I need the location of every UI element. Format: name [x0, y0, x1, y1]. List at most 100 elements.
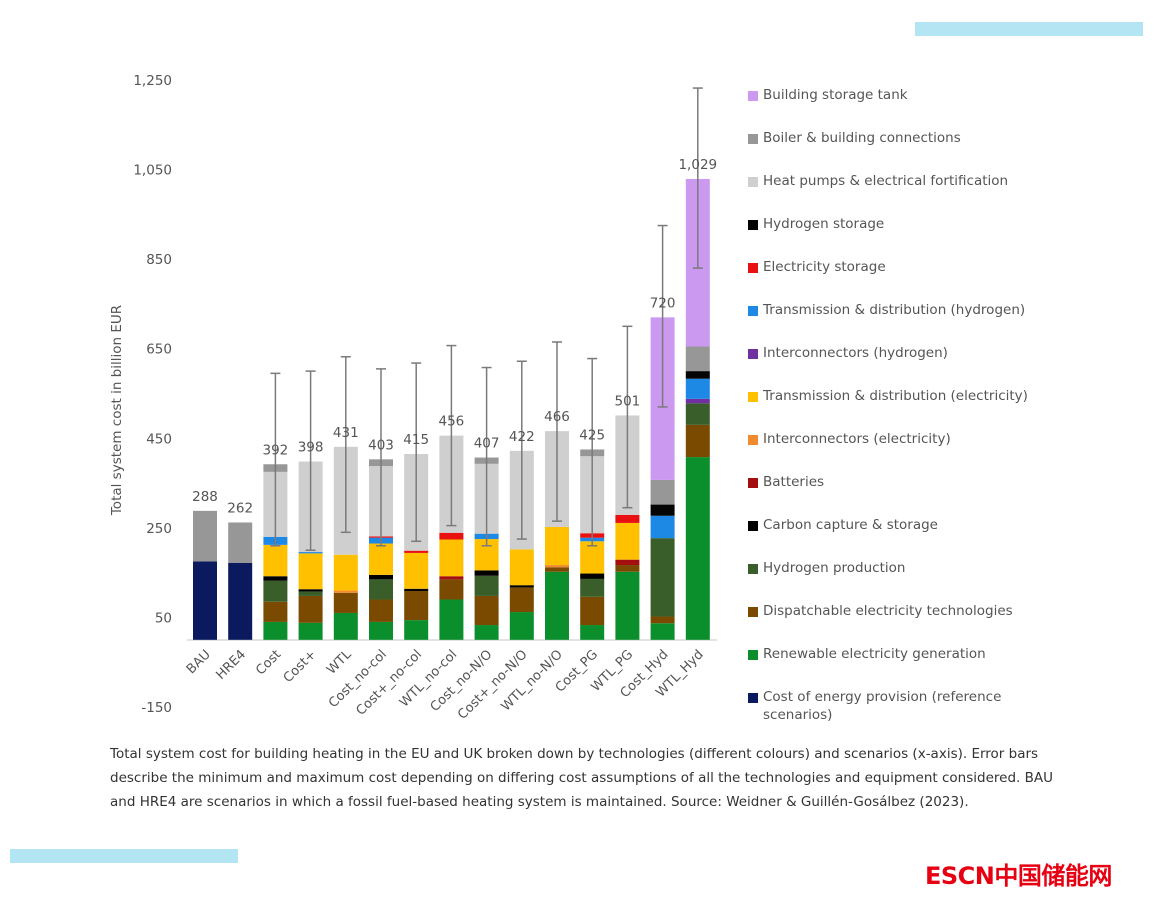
legend: Building storage tank Boiler & building c…	[748, 86, 1058, 731]
bar-segment	[685, 457, 710, 640]
bar-segment	[580, 541, 605, 574]
bar-segment	[439, 599, 464, 640]
legend-label: Cost of energy provision (reference scen…	[763, 689, 1002, 723]
bar-segment	[404, 552, 429, 589]
error-bar	[516, 360, 527, 540]
legend-item: Hydrogen storage	[748, 215, 1058, 258]
bar-segment	[509, 612, 534, 640]
total-value-label: 1,029	[678, 157, 717, 173]
legend-label: Transmission & distribution (hydrogen)	[763, 302, 1026, 318]
error-bar	[305, 370, 316, 551]
bar-segment	[685, 403, 710, 425]
bar-segment	[545, 565, 569, 568]
legend-item: Interconnectors (hydrogen)	[748, 344, 1058, 387]
legend-item: Renewable electricity generation	[748, 645, 1058, 688]
bar-segment	[298, 595, 323, 623]
bar-segment	[439, 532, 464, 540]
logo-latin: ESCN	[925, 862, 995, 890]
bar-segment	[545, 567, 569, 572]
bar-segment	[650, 515, 675, 539]
decorative-top-bar	[915, 22, 1143, 36]
legend-item: Electricity storage	[748, 258, 1058, 301]
legend-item: Transmission & distribution (electricity…	[748, 387, 1058, 430]
legend-label: Interconnectors (electricity)	[763, 431, 951, 447]
total-value-label: 501	[615, 393, 641, 409]
total-value-label: 288	[192, 489, 218, 505]
bar-segment	[509, 549, 534, 586]
x-category-label: BAU	[184, 647, 214, 677]
bar-segment	[298, 622, 323, 640]
legend-swatch-icon	[748, 91, 758, 101]
legend-swatch-icon	[748, 693, 758, 703]
legend-item: Boiler & building connections	[748, 129, 1058, 172]
legend-item: Carbon capture & storage	[748, 516, 1058, 559]
legend-swatch-icon	[748, 177, 758, 187]
bar-segment	[615, 565, 640, 572]
total-value-label: 466	[544, 409, 570, 425]
bar-segment	[509, 587, 534, 613]
y-tick-label: 850	[146, 252, 172, 268]
legend-swatch-icon	[748, 564, 758, 574]
bar-segment	[298, 589, 323, 592]
error-bar	[481, 366, 492, 547]
logo-chinese: 中国储能网	[994, 862, 1112, 890]
legend-swatch-icon	[748, 306, 758, 316]
bar-segment	[369, 599, 393, 622]
error-bar	[692, 87, 703, 269]
legend-swatch-icon	[748, 349, 758, 359]
error-bar	[446, 344, 457, 527]
bar-segment	[193, 510, 217, 562]
bar-segment	[263, 601, 288, 622]
bar-segment	[369, 574, 393, 580]
y-tick-label: 1,250	[133, 73, 172, 89]
bar-segment	[404, 620, 429, 640]
bar-segment	[615, 559, 640, 566]
bar-segment	[650, 538, 675, 617]
bar-segment	[474, 625, 499, 640]
bar-segment	[333, 592, 358, 613]
legend-swatch-icon	[748, 650, 758, 660]
total-value-label: 398	[298, 440, 324, 456]
y-tick-label: -150	[141, 700, 172, 716]
error-bar	[552, 341, 562, 522]
x-category-label: HRE4	[213, 647, 249, 683]
error-bar	[657, 224, 668, 408]
legend-label: Hydrogen storage	[763, 216, 885, 232]
bar-segment	[580, 573, 605, 579]
bar-segment	[650, 504, 675, 516]
legend-label: Electricity storage	[763, 259, 886, 275]
legend-label: Carbon capture & storage	[763, 517, 938, 533]
bar-segment	[404, 591, 429, 621]
error-bar	[270, 372, 281, 547]
bar-segment	[369, 621, 393, 640]
legend-swatch-icon	[748, 263, 758, 273]
total-labels: 288 262 392 398 431 403 415 456 407 422 466 425 501 7…	[192, 157, 717, 517]
bar-segment	[685, 378, 710, 399]
total-value-label: 407	[474, 436, 500, 452]
bar-segment	[298, 552, 323, 554]
legend-item: Dispatchable electricity technologies	[748, 602, 1058, 645]
error-bar	[622, 325, 633, 509]
bar-segment	[263, 544, 288, 577]
total-value-label: 415	[403, 432, 429, 448]
bar-segment	[474, 595, 499, 626]
bar-segment	[263, 580, 288, 602]
total-value-label: 720	[650, 295, 676, 311]
bar-segment	[685, 371, 710, 379]
bar-segment	[650, 616, 675, 624]
bar-segment	[650, 479, 675, 505]
legend-label: Hydrogen production	[763, 560, 906, 576]
legend-item: Interconnectors (electricity)	[748, 430, 1058, 473]
bar-segment	[580, 625, 605, 640]
bar-segment	[263, 576, 288, 581]
legend-label: Dispatchable electricity technologies	[763, 603, 1013, 619]
bar-segment	[509, 585, 534, 588]
error-bar	[411, 362, 422, 543]
bar-segment	[615, 571, 640, 640]
legend-label: Heat pumps & electrical fortification	[763, 173, 1009, 189]
y-tick-label: 50	[155, 610, 172, 626]
error-bar	[340, 356, 351, 534]
legend-label: Boiler & building connections	[763, 130, 961, 146]
legend-item: Transmission & distribution (hydrogen)	[748, 301, 1058, 344]
